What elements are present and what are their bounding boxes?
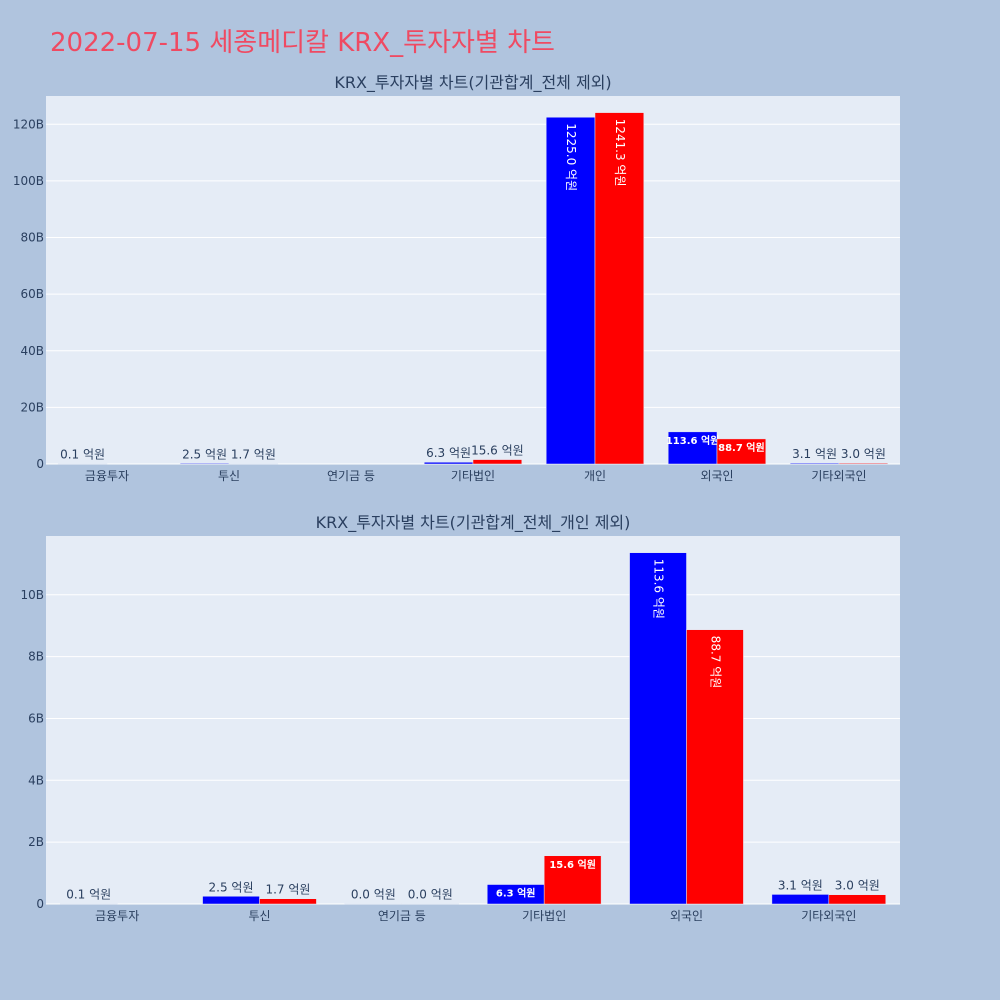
bar-value-label: 3.0 억원 (841, 447, 886, 461)
bar-value-label: 88.7 억원 (718, 441, 765, 454)
chart-investor-all: 0 20B 40B 60B 80B 100B 120B KRX_투자자별 차트(기관합계_전체… (13, 73, 900, 483)
bar (686, 629, 744, 905)
bar (545, 116, 596, 465)
x-tick-label: 개인 (584, 469, 606, 483)
y-tick-label: 4B (28, 773, 44, 787)
bar-value-label: 3.1 억원 (792, 447, 837, 461)
y-tick-label: 40B (20, 344, 44, 358)
bar (423, 461, 474, 465)
y-tick-label: 100B (13, 174, 44, 188)
plot-area (46, 536, 900, 904)
bar-value-label: 1241.3 억원 (613, 119, 627, 187)
chart-title: KRX_투자자별 차트(기관합계_전체 제외) (334, 73, 611, 93)
main-title: 2022-07-15 세종메디칼 KRX_투자자별 차트 (50, 28, 555, 58)
bar (57, 463, 108, 465)
bar-value-label: 113.6 억원 (666, 434, 720, 447)
bar (594, 112, 645, 465)
bar (771, 894, 830, 905)
y-tick-label: 6B (28, 711, 44, 725)
bar (472, 459, 523, 465)
x-tick-label: 기타외국인 (811, 469, 866, 483)
bar (789, 462, 840, 465)
y-tick-label: 20B (20, 400, 44, 414)
bar (344, 903, 403, 905)
bar (228, 463, 279, 465)
x-tick-label: 투신 (248, 909, 270, 923)
bar-value-label: 6.3 억원 (426, 446, 471, 460)
y-tick-label: 120B (13, 117, 44, 131)
y-tick-label: 2B (28, 835, 44, 849)
bar-value-label: 6.3 억원 (496, 887, 536, 900)
x-tick-label: 외국인 (670, 909, 703, 923)
x-tick-label: 기타외국인 (801, 909, 856, 923)
y-tick-label: 80B (20, 231, 44, 245)
bar-value-label: 15.6 억원 (549, 858, 596, 871)
bar (401, 903, 460, 905)
bar (179, 463, 230, 465)
bar-value-label: 0.1 억원 (66, 888, 111, 902)
bar (828, 894, 887, 905)
bar (259, 898, 317, 905)
chart-investor-excl-individual: 0 2B 4B 6B 8B 10B KRX_투자자별 차트(기관합계_전체_개인 제외) 금융… (20, 513, 900, 923)
x-tick-label: 투신 (218, 469, 240, 483)
chart-title: KRX_투자자별 차트(기관합계_전체_개인 제외) (316, 513, 631, 533)
x-tick-label: 금융투자 (85, 469, 129, 483)
bar-value-label: 3.0 억원 (835, 879, 880, 893)
bar-value-label: 1225.0 억원 (564, 123, 578, 191)
bar (202, 896, 260, 905)
bar-value-label: 1.7 억원 (265, 883, 310, 897)
y-tick-label: 0 (36, 457, 44, 471)
bar-value-label: 2.5 억원 (209, 880, 254, 894)
y-tick-label: 8B (28, 650, 44, 664)
bar-value-label: 2.5 억원 (182, 447, 227, 461)
bar (667, 431, 718, 465)
x-tick-label: 연기금 등 (327, 469, 375, 483)
plot-area (46, 96, 900, 464)
y-tick-label: 60B (20, 287, 44, 301)
bar (629, 552, 687, 905)
x-tick-label: 금융투자 (95, 909, 139, 923)
bar-value-label: 88.7 억원 (708, 636, 722, 689)
bar-value-label: 0.1 억원 (60, 448, 105, 462)
bar-value-label: 0.0 억원 (351, 888, 396, 902)
x-tick-label: 연기금 등 (378, 909, 426, 923)
bar-value-label: 1.7 억원 (231, 448, 276, 462)
bar-value-label: 3.1 억원 (778, 878, 823, 892)
bar-value-label: 113.6 억원 (652, 559, 666, 619)
bar-value-label: 15.6 억원 (471, 444, 524, 458)
x-tick-label: 기타법인 (522, 909, 566, 923)
bar (716, 438, 767, 465)
bar-value-label: 0.0 억원 (408, 888, 453, 902)
bar (59, 903, 118, 905)
x-tick-label: 외국인 (700, 469, 733, 483)
y-tick-label: 10B (20, 588, 44, 602)
x-tick-label: 기타법인 (451, 469, 495, 483)
bar (838, 462, 889, 465)
y-tick-label: 0 (36, 897, 44, 911)
bar (543, 855, 602, 905)
